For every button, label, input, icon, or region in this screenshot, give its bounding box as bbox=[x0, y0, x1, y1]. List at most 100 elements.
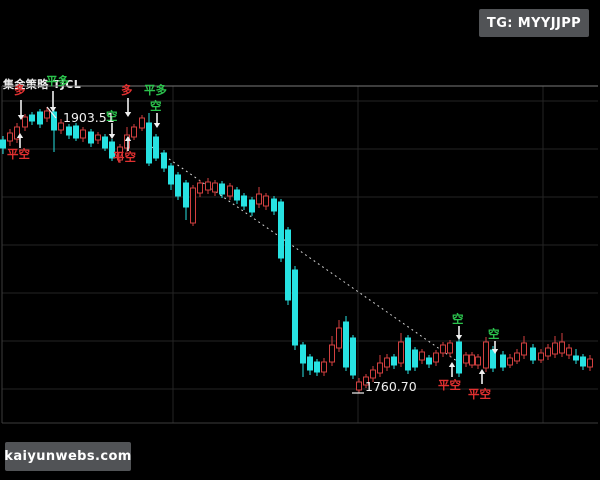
candle-up bbox=[447, 342, 453, 354]
candle-up bbox=[483, 341, 489, 369]
candle-down bbox=[161, 152, 167, 169]
telegram-badge: TG: MYYJJPP bbox=[479, 9, 589, 37]
candle-down bbox=[350, 337, 356, 376]
signal-arrowhead-icon bbox=[17, 115, 25, 120]
strategy-title: 集金策略 TJCL bbox=[3, 78, 82, 91]
candle-up bbox=[205, 181, 211, 191]
candle-down bbox=[241, 195, 247, 207]
candle-down bbox=[168, 165, 174, 185]
candle-up bbox=[566, 347, 572, 356]
candle-down bbox=[88, 131, 94, 144]
candle-up bbox=[514, 352, 520, 362]
candle-down bbox=[405, 337, 411, 371]
candle-down bbox=[102, 136, 108, 149]
candle-up bbox=[14, 126, 20, 140]
candle-down bbox=[343, 321, 349, 368]
candle-up bbox=[587, 358, 593, 368]
signal-arrowhead-icon bbox=[455, 335, 463, 340]
signal-open-long-label: 多 bbox=[14, 83, 26, 97]
candle-down bbox=[51, 111, 57, 131]
candle-up bbox=[384, 357, 390, 368]
candle-down bbox=[183, 182, 189, 208]
candle-down bbox=[573, 355, 579, 361]
signal-arrowhead-icon bbox=[49, 107, 57, 112]
candle-down bbox=[412, 349, 418, 368]
candle-down bbox=[175, 174, 181, 197]
signal-arrowhead-icon bbox=[124, 112, 132, 117]
signal-close-long-label: 平多 bbox=[46, 74, 69, 88]
candle-up bbox=[58, 122, 64, 131]
candle-up bbox=[370, 369, 376, 379]
candle-up bbox=[419, 351, 425, 361]
candle-down bbox=[314, 361, 320, 373]
signal-arrowhead-icon bbox=[478, 369, 486, 374]
candle-up bbox=[329, 344, 335, 363]
candle-down bbox=[0, 139, 6, 149]
signal-arrowhead-icon bbox=[491, 349, 499, 354]
signal-close-short-label: 平空 bbox=[7, 147, 30, 161]
price-label: 1760.70 bbox=[365, 379, 417, 394]
candle-down bbox=[66, 126, 72, 136]
candle-down bbox=[278, 201, 284, 259]
candle-down bbox=[456, 341, 462, 374]
candle-up bbox=[552, 342, 558, 355]
signal-close-long-label: 平多 bbox=[144, 83, 167, 97]
candle-down bbox=[307, 356, 313, 371]
candle-down bbox=[29, 114, 35, 122]
candle-down bbox=[292, 269, 298, 346]
candle-down bbox=[37, 111, 43, 125]
signal-open-short-label: 空 bbox=[150, 99, 162, 113]
candle-up bbox=[227, 185, 233, 197]
signal-arrowhead-icon bbox=[153, 123, 161, 128]
candle-up bbox=[22, 116, 28, 128]
signal-close-short-label: 平空 bbox=[113, 150, 136, 164]
candle-up bbox=[139, 117, 145, 129]
candle-down bbox=[271, 198, 277, 212]
candle-up bbox=[190, 187, 196, 224]
candle-down bbox=[391, 356, 397, 366]
candle-down bbox=[153, 136, 159, 159]
candle-up bbox=[521, 342, 527, 356]
candle-up bbox=[117, 146, 123, 161]
candle-up bbox=[256, 193, 262, 205]
candle-up bbox=[356, 381, 362, 391]
candle-down bbox=[580, 356, 586, 367]
candle-down bbox=[219, 183, 225, 195]
candle-down bbox=[109, 141, 115, 159]
signal-open-long-label: 多 bbox=[121, 83, 133, 97]
candle-down bbox=[426, 357, 432, 365]
candle-down bbox=[500, 354, 506, 368]
signal-arrowhead-icon bbox=[108, 134, 116, 139]
trendline bbox=[151, 146, 462, 365]
candle-up bbox=[377, 362, 383, 374]
signal-open-short-label: 空 bbox=[106, 109, 118, 123]
candle-down bbox=[234, 189, 240, 201]
candle-up bbox=[197, 182, 203, 194]
signal-arrowhead-icon bbox=[16, 133, 24, 138]
signal-close-short-label: 平空 bbox=[438, 378, 461, 392]
candle-up bbox=[336, 327, 342, 349]
candle-up bbox=[559, 341, 565, 354]
candle-up bbox=[440, 344, 446, 354]
signal-arrowhead-icon bbox=[448, 362, 456, 367]
signal-open-short-label: 空 bbox=[488, 327, 500, 341]
candle-up bbox=[363, 376, 369, 386]
candle-up bbox=[469, 354, 475, 366]
signal-open-short-label: 空 bbox=[452, 312, 464, 326]
candle-up bbox=[463, 354, 469, 364]
candle-down bbox=[146, 122, 152, 164]
candle-up bbox=[538, 352, 544, 361]
candle-up bbox=[321, 361, 327, 373]
candle-up bbox=[433, 352, 439, 363]
signal-arrowhead-icon bbox=[124, 136, 132, 141]
candle-down bbox=[530, 347, 536, 361]
signal-close-short-label: 平空 bbox=[468, 387, 491, 401]
candle-up bbox=[545, 347, 551, 357]
candle-up bbox=[80, 129, 86, 139]
candle-down bbox=[285, 229, 291, 301]
price-tick bbox=[46, 106, 57, 119]
candle-up bbox=[124, 134, 130, 149]
watermark-badge: kaiyunwebs.com bbox=[4, 442, 131, 471]
